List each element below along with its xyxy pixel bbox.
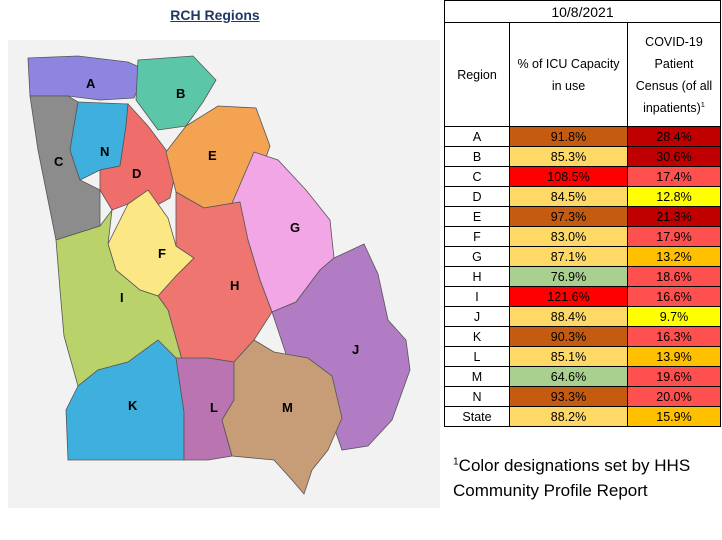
region-cell: K bbox=[444, 326, 510, 347]
region-cell: I bbox=[444, 286, 510, 307]
table-row: M 64.6% 19.6% bbox=[444, 366, 721, 387]
region-B bbox=[135, 55, 217, 131]
covid-cell: 17.9% bbox=[627, 226, 721, 247]
region-cell: M bbox=[444, 366, 510, 387]
region-label-c: C bbox=[54, 154, 64, 169]
header-covid-census: COVID-19 Patient Census (of all inpatien… bbox=[627, 22, 721, 127]
region-label-e: E bbox=[208, 148, 217, 163]
region-cell: D bbox=[444, 186, 510, 207]
table-row: N 93.3% 20.0% bbox=[444, 386, 721, 407]
table-row: H 76.9% 18.6% bbox=[444, 266, 721, 287]
header-covid-text: COVID-19 Patient Census (of all inpatien… bbox=[635, 34, 713, 115]
table-row: I 121.6% 16.6% bbox=[444, 286, 721, 307]
region-label-k: K bbox=[128, 398, 138, 413]
covid-cell: 28.4% bbox=[627, 126, 721, 147]
icu-capacity-table: 10/8/2021 Region % of ICU Capacity in us… bbox=[444, 0, 721, 427]
region-cell: A bbox=[444, 126, 510, 147]
icu-cell: 83.0% bbox=[509, 226, 628, 247]
region-J bbox=[271, 243, 411, 451]
region-cell: B bbox=[444, 146, 510, 167]
region-cell: E bbox=[444, 206, 510, 227]
icu-cell: 85.1% bbox=[509, 346, 628, 367]
georgia-map: A B C N D E G F H I J K L M bbox=[27, 55, 411, 495]
icu-cell: 64.6% bbox=[509, 366, 628, 387]
region-cell: C bbox=[444, 166, 510, 187]
region-I bbox=[55, 208, 183, 387]
map-title: RCH Regions bbox=[170, 7, 260, 23]
icu-cell: 93.3% bbox=[509, 386, 628, 407]
region-cell: State bbox=[444, 406, 510, 427]
icu-cell: 90.3% bbox=[509, 326, 628, 347]
icu-cell: 91.8% bbox=[509, 126, 628, 147]
region-cell: L bbox=[444, 346, 510, 367]
table-row: State 88.2% 15.9% bbox=[444, 406, 721, 427]
header-covid-sup: 1 bbox=[700, 99, 705, 109]
region-M bbox=[221, 339, 343, 495]
region-cell: J bbox=[444, 306, 510, 327]
table-row: D 84.5% 12.8% bbox=[444, 186, 721, 207]
region-label-l: L bbox=[210, 400, 218, 415]
region-cell: N bbox=[444, 386, 510, 407]
covid-cell: 15.9% bbox=[627, 406, 721, 427]
table-row: J 88.4% 9.7% bbox=[444, 306, 721, 327]
icu-cell: 88.2% bbox=[509, 406, 628, 427]
icu-cell: 87.1% bbox=[509, 246, 628, 267]
region-label-i: I bbox=[120, 290, 124, 305]
table-body: A 91.8% 28.4% B 85.3% 30.6% C 108.5% 17.4% D 84.5%… bbox=[444, 126, 721, 427]
region-cell: G bbox=[444, 246, 510, 267]
region-label-m: M bbox=[282, 400, 293, 415]
covid-cell: 9.7% bbox=[627, 306, 721, 327]
icu-cell: 76.9% bbox=[509, 266, 628, 287]
table-row: A 91.8% 28.4% bbox=[444, 126, 721, 147]
covid-cell: 13.2% bbox=[627, 246, 721, 267]
covid-cell: 20.0% bbox=[627, 386, 721, 407]
table-row: K 90.3% 16.3% bbox=[444, 326, 721, 347]
footnote-text: Color designations set by HHS Community … bbox=[453, 456, 691, 500]
covid-cell: 21.3% bbox=[627, 206, 721, 227]
region-map: A B C N D E G F H I J K L M bbox=[8, 40, 440, 508]
covid-cell: 18.6% bbox=[627, 266, 721, 287]
region-label-f: F bbox=[158, 246, 166, 261]
covid-cell: 17.4% bbox=[627, 166, 721, 187]
icu-cell: 88.4% bbox=[509, 306, 628, 327]
region-label-h: H bbox=[230, 278, 239, 293]
region-label-b: B bbox=[176, 86, 185, 101]
icu-cell: 121.6% bbox=[509, 286, 628, 307]
region-label-n: N bbox=[100, 144, 109, 159]
footnote-sup: 1 bbox=[453, 456, 459, 468]
covid-cell: 12.8% bbox=[627, 186, 721, 207]
region-label-a: A bbox=[86, 76, 96, 91]
table-date: 10/8/2021 bbox=[444, 0, 721, 23]
icu-cell: 108.5% bbox=[509, 166, 628, 187]
table-row: G 87.1% 13.2% bbox=[444, 246, 721, 267]
region-label-g: G bbox=[290, 220, 300, 235]
region-cell: H bbox=[444, 266, 510, 287]
region-label-j: J bbox=[352, 342, 359, 357]
header-icu-capacity: % of ICU Capacity in use bbox=[509, 22, 628, 127]
covid-cell: 30.6% bbox=[627, 146, 721, 167]
covid-cell: 16.3% bbox=[627, 326, 721, 347]
icu-cell: 97.3% bbox=[509, 206, 628, 227]
region-L bbox=[175, 357, 235, 461]
icu-cell: 84.5% bbox=[509, 186, 628, 207]
icu-cell: 85.3% bbox=[509, 146, 628, 167]
table-row: E 97.3% 21.3% bbox=[444, 206, 721, 227]
footnote: 1Color designations set by HHS Community… bbox=[453, 453, 715, 503]
table-row: F 83.0% 17.9% bbox=[444, 226, 721, 247]
region-cell: F bbox=[444, 226, 510, 247]
table-row: B 85.3% 30.6% bbox=[444, 146, 721, 167]
table-row: C 108.5% 17.4% bbox=[444, 166, 721, 187]
region-label-d: D bbox=[132, 166, 141, 181]
table-row: L 85.1% 13.9% bbox=[444, 346, 721, 367]
covid-cell: 19.6% bbox=[627, 366, 721, 387]
covid-cell: 16.6% bbox=[627, 286, 721, 307]
covid-cell: 13.9% bbox=[627, 346, 721, 367]
header-region: Region bbox=[444, 22, 510, 127]
